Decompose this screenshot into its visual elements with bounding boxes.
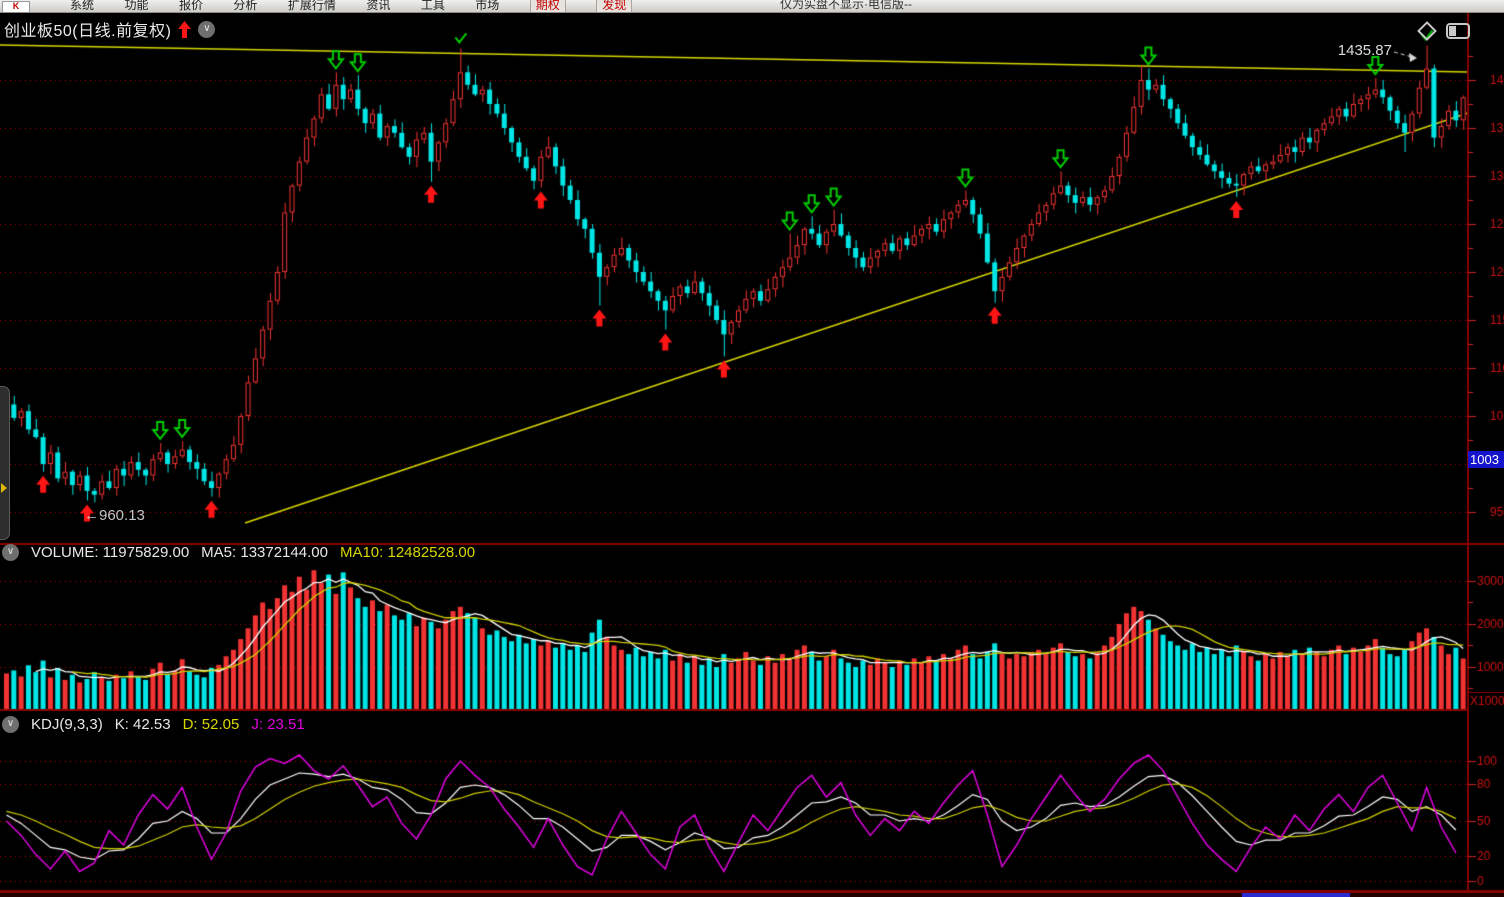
kdj-k-value: K: 42.53 — [114, 716, 171, 733]
menu-item-function[interactable]: 功能 — [124, 0, 149, 12]
menu-item-analysis[interactable]: 分析 — [233, 0, 258, 12]
volume-ma5-value: MA5: 13372144.00 — [201, 544, 328, 561]
expand-arrow-icon — [1, 483, 7, 493]
collapse-kdj-icon[interactable]: ∨ — [2, 716, 19, 733]
scrollbar-thumb[interactable] — [1242, 893, 1350, 897]
horizontal-scrollbar[interactable] — [0, 892, 1504, 897]
split-screen-icon[interactable] — [1446, 23, 1470, 39]
volume-pane-header: ∨ VOLUME: 11975829.00 MA5: 13372144.00 M… — [2, 544, 475, 561]
collapse-volume-icon[interactable]: ∨ — [2, 544, 19, 561]
volume-ma10-value: MA10: 12482528.00 — [339, 544, 476, 561]
menu-item-discover[interactable]: 发现 — [596, 0, 633, 12]
high-price-annotation: 1435.87 — [1337, 42, 1392, 59]
menu-item-news[interactable]: 资讯 — [366, 0, 391, 12]
kdj-indicator-name: KDJ(9,3,3) — [31, 716, 103, 733]
menu-item-tools[interactable]: 工具 — [420, 0, 445, 12]
menu-item-extended-quote[interactable]: 扩展行情 — [287, 0, 336, 12]
menu-item-quote[interactable]: 报价 — [178, 0, 203, 12]
volume-value: VOLUME: 11975829.00 — [31, 544, 190, 561]
menu-items: 系统 功能 报价 分析 扩展行情 资讯 工具 市场 期权 发现 — [70, 0, 658, 12]
menu-item-system[interactable]: 系统 — [70, 0, 95, 12]
menu-bar-status-text: 仅为实盘不显示·电信版-- — [780, 0, 912, 11]
sidebar-expand-handle[interactable] — [0, 386, 10, 540]
collapse-main-icon[interactable]: ∨ — [198, 20, 216, 38]
app-logo-icon[interactable]: K — [2, 1, 30, 12]
low-price-annotation: ←960.13 — [84, 507, 145, 524]
split-screen-icon-bar — [1449, 26, 1456, 36]
kdj-j-value: J: 23.51 — [251, 716, 305, 733]
kdj-pane-header: ∨ KDJ(9,3,3) K: 42.53 D: 52.05 J: 23.51 — [2, 716, 305, 733]
chart-title: 创业板50(日线.前复权) — [4, 23, 172, 40]
chart-title-row: 创业板50(日线.前复权) ∨ — [4, 17, 216, 41]
menu-bar: K 系统 功能 报价 分析 扩展行情 资讯 工具 市场 期权 发现 仅为实盘不显… — [0, 0, 1504, 13]
menu-item-market[interactable]: 市场 — [475, 0, 500, 12]
kdj-d-value: D: 52.05 — [182, 716, 240, 733]
up-arrow-icon — [178, 20, 192, 38]
menu-item-option[interactable]: 期权 — [529, 0, 566, 12]
axis-price-tag: 1003 — [1468, 451, 1504, 468]
